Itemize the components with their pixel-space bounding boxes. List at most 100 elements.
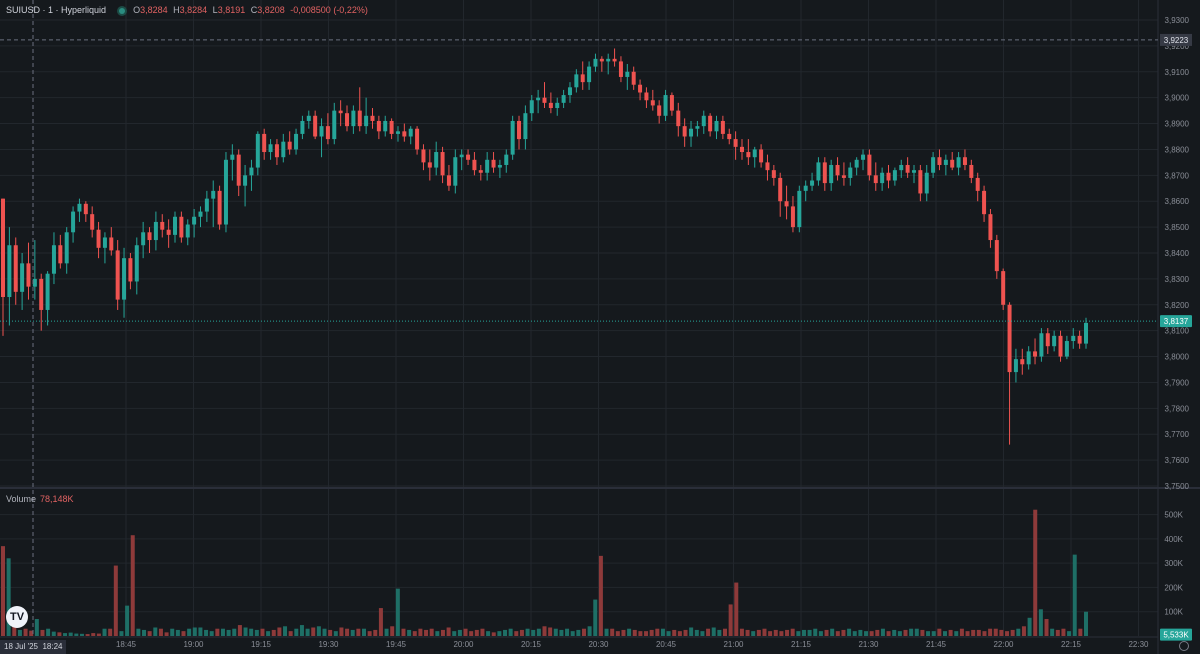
volume-bar (63, 633, 68, 636)
candle-body (64, 232, 69, 264)
candle-body (905, 164, 910, 173)
price-tick-label: 3,7900 (1165, 378, 1190, 387)
candle-body (771, 170, 776, 178)
price-tick-label: 3,8200 (1165, 301, 1190, 310)
candle-body (485, 159, 490, 173)
candle-body (217, 190, 222, 225)
high-value: 3,8284 (179, 5, 208, 15)
volume-bar (305, 628, 310, 636)
volume-bar (1010, 629, 1015, 636)
candle-body (587, 66, 592, 83)
axes: 3,9300 3,9200 3,9100 3,9000 3,8900 3,8800 3,87… (116, 16, 1190, 649)
candle-body (1001, 271, 1006, 305)
candle-body (173, 216, 178, 235)
volume-bar (576, 629, 581, 636)
candle-body (924, 172, 929, 194)
high-label: H (173, 5, 180, 15)
candle-body (325, 126, 330, 140)
candle-body (727, 133, 732, 140)
crosshair-price-box (1160, 33, 1192, 46)
volume-bar (813, 628, 818, 636)
candle-body (918, 170, 923, 194)
volume-bar (457, 629, 462, 636)
candle-body (778, 177, 783, 202)
volume-bar (249, 628, 254, 636)
candle-body (1064, 341, 1069, 357)
volume-bar (621, 629, 626, 636)
volume-bar (1072, 554, 1077, 636)
settings-gear-icon[interactable] (1179, 641, 1189, 651)
candle-body (306, 115, 311, 121)
volume-bar (869, 631, 874, 636)
volume-bar (965, 631, 970, 636)
volume-bar (559, 629, 564, 636)
candle-body (338, 110, 343, 114)
candle-body (453, 157, 458, 186)
symbol-legend: SUIUSD · 1 · Hyperliquid O3,8284 H3,8284… (6, 5, 371, 15)
candle-body (790, 206, 795, 228)
volume-bar (971, 629, 976, 636)
volume-bar (378, 608, 383, 636)
open-label: O (133, 5, 141, 15)
candle-body (357, 110, 362, 127)
candle-body (841, 175, 846, 178)
candle-body (262, 133, 267, 153)
volume-bar (108, 628, 113, 636)
time-tick-label: 22:30 (1128, 640, 1149, 649)
volume-bar (390, 626, 395, 636)
volume-bar (412, 631, 417, 636)
crosshair-date-label: 18 Jul '25 18:24 (0, 640, 67, 654)
candle-body (555, 102, 560, 109)
volume-tick-label: 400K (1164, 535, 1183, 544)
volume-bar (779, 631, 784, 636)
candle-body (810, 180, 815, 186)
volume-bar (948, 629, 953, 636)
candle-body (638, 84, 643, 93)
volume-bar (892, 629, 897, 636)
symbol-title[interactable]: SUIUSD · 1 · Hyperliquid (6, 5, 107, 15)
volume-bar (164, 632, 169, 636)
candle-body (179, 216, 184, 238)
volume-bar (40, 629, 45, 636)
volume-bar (220, 628, 225, 636)
volume-bar (717, 629, 722, 636)
volume-bar (598, 555, 603, 636)
candle-body (198, 211, 203, 217)
time-tick-label: 21:00 (723, 640, 744, 649)
volume-bar (283, 626, 288, 636)
volume-bar (277, 627, 282, 636)
candle-body (446, 175, 451, 186)
candle-body (682, 126, 687, 137)
candle-body (13, 245, 18, 292)
candle-body (332, 110, 337, 140)
price-tick-label: 3,9200 (1165, 42, 1190, 51)
volume-bar (937, 628, 942, 636)
volume-bar (920, 629, 925, 636)
volume-bar (841, 629, 846, 636)
candle-body (644, 92, 649, 101)
candle-body (669, 95, 674, 111)
time-tick-label: 20:00 (453, 640, 474, 649)
volume-bar (85, 634, 90, 636)
candle-body (848, 167, 853, 178)
volume-tick-label: 200K (1164, 583, 1183, 592)
candle-body (122, 258, 127, 300)
tradingview-logo-icon[interactable]: TV (6, 606, 28, 628)
low-label: L (212, 5, 218, 15)
candle-body (529, 100, 534, 114)
volume-bar (367, 631, 372, 636)
volume-bar (136, 628, 141, 636)
candle-body (988, 214, 993, 241)
candle-body (90, 214, 95, 230)
candle-body (1058, 335, 1063, 357)
volume-bar (785, 629, 790, 636)
candle-body (911, 170, 916, 173)
volume-label[interactable]: Volume (6, 494, 37, 504)
candle-body (1071, 335, 1076, 342)
candle-body (141, 232, 146, 246)
volume-bar (260, 628, 265, 636)
price-tick-label: 3,8100 (1165, 327, 1190, 336)
volume-bar (909, 628, 914, 636)
volume-bar (46, 628, 51, 636)
